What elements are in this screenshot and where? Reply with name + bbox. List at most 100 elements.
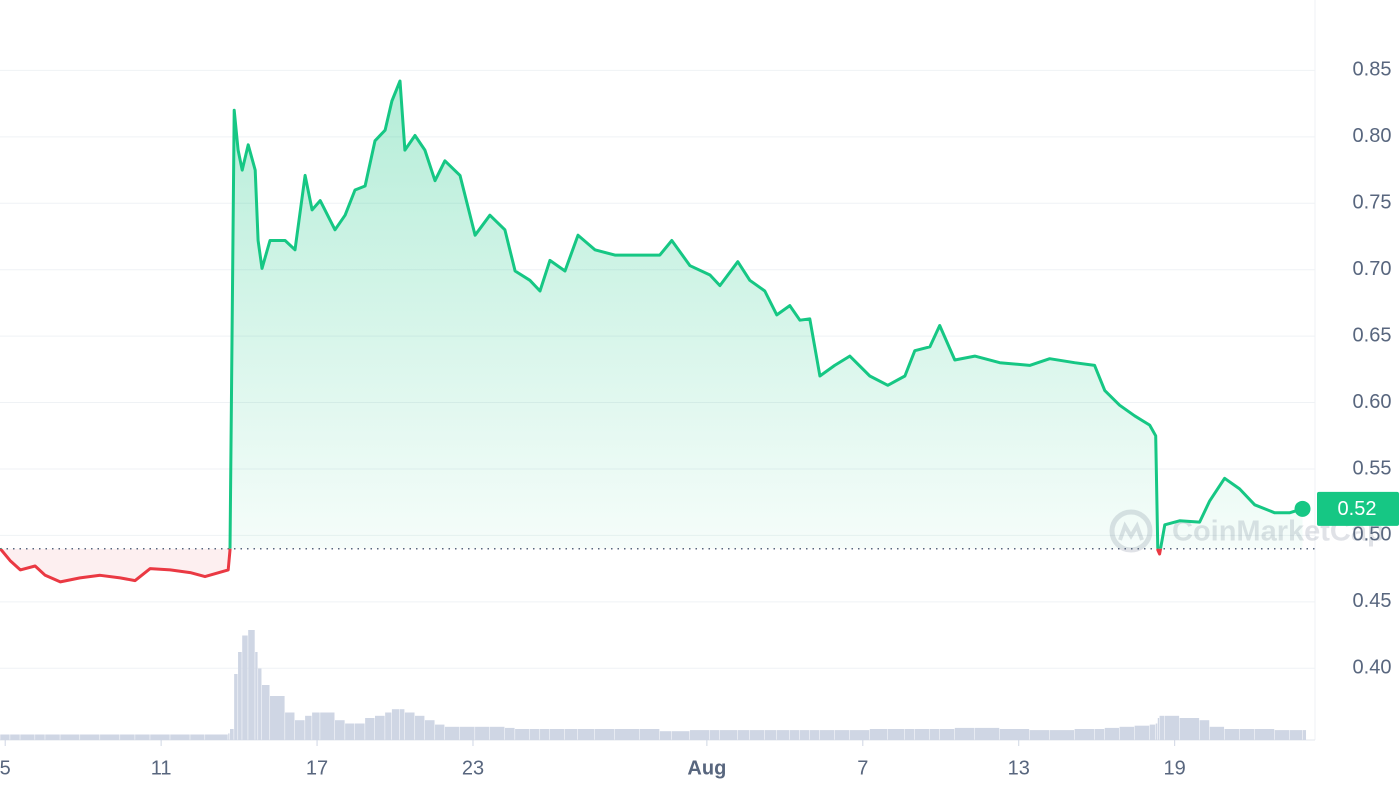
y-tick-label: 0.40 [1353, 657, 1392, 679]
volume-bar [1224, 729, 1240, 740]
volume-bar [228, 733, 230, 740]
volume-bar [869, 729, 888, 740]
volume-bar [404, 712, 415, 740]
volume-bar [594, 729, 615, 740]
volume-bar [261, 685, 270, 740]
volume-bar [834, 730, 850, 740]
volume-bar [749, 730, 765, 740]
volume-bar [929, 729, 940, 740]
current-price-label: 0.52 [1338, 498, 1377, 520]
volume-bar [294, 720, 305, 740]
volume-bar [887, 729, 905, 740]
volume-bar [737, 730, 750, 740]
volume-bar [459, 726, 475, 740]
volume-bar [954, 727, 975, 740]
y-tick-label: 0.65 [1353, 324, 1392, 346]
y-tick-label: 0.60 [1353, 391, 1392, 413]
volume-bar [475, 726, 490, 740]
volume-bar [1254, 729, 1275, 740]
volume-bar [776, 730, 790, 740]
volume-bar [1119, 726, 1135, 740]
volume-bar [489, 726, 505, 740]
volume-bar [1199, 720, 1210, 740]
volume-bar [238, 652, 242, 740]
volume-bar [1239, 729, 1255, 740]
volume-bar [849, 730, 870, 740]
volume-bar [135, 734, 150, 740]
volume-bar [190, 734, 205, 740]
volume-bar [354, 723, 365, 740]
volume-bar [258, 668, 262, 740]
x-tick-label: 13 [1008, 757, 1030, 779]
plot: 0.52 [0, 79, 1399, 584]
volume-bar [1289, 730, 1303, 740]
volume-bar [799, 730, 810, 740]
volume-bar [399, 709, 405, 740]
volume-bar [1149, 724, 1156, 740]
volume-bar [345, 723, 355, 740]
volume-bars [0, 630, 1307, 740]
volume-bar [1157, 718, 1160, 740]
volume-bar [1104, 727, 1120, 740]
y-tick-label: 0.80 [1353, 125, 1392, 147]
volume-bar [255, 652, 258, 740]
volume-bar [385, 712, 392, 740]
y-tick-label: 0.70 [1353, 258, 1392, 280]
volume-bar [789, 730, 800, 740]
x-tick-label: 17 [306, 757, 328, 779]
volume-bar [504, 727, 515, 740]
volume-bar [614, 729, 640, 740]
volume-bar [150, 734, 170, 740]
volume-bar [564, 729, 578, 740]
y-tick-label: 0.75 [1353, 192, 1392, 214]
volume-bar [540, 729, 550, 740]
volume-bar [365, 718, 375, 740]
volume-bar [764, 730, 777, 740]
volume-bar [914, 729, 930, 740]
volume-bar [80, 734, 100, 740]
volume-bar [205, 734, 228, 740]
x-tick-label: 5 [0, 757, 11, 779]
volume-bar [1302, 730, 1307, 740]
volume-bar [415, 715, 425, 740]
volume-bar [1274, 730, 1290, 740]
volume-bar [242, 635, 248, 740]
volume-bar [689, 730, 710, 740]
volume-bar [659, 731, 672, 740]
volume-bar [671, 731, 690, 740]
volume-bar [435, 724, 445, 740]
volume-bar [549, 729, 565, 740]
volume-bar [312, 712, 320, 740]
last-price-dot [1294, 500, 1311, 517]
volume-bar [229, 729, 234, 740]
volume-bar [1164, 715, 1180, 740]
y-tick-label: 0.45 [1353, 590, 1392, 612]
volume-bar [391, 709, 400, 740]
volume-bar [10, 734, 20, 740]
volume-bar [1209, 726, 1225, 740]
volume-bar [1094, 729, 1105, 740]
volume-bar [270, 696, 285, 740]
volume-bar [529, 729, 540, 740]
volume-bar [285, 712, 295, 740]
volume-bar [35, 734, 45, 740]
x-tick-label: Aug [687, 757, 726, 779]
volume-bar [577, 729, 595, 740]
volume-bar [1029, 730, 1050, 740]
volume-bar [100, 734, 120, 740]
x-tick-label: 23 [462, 757, 484, 779]
volume-bar [809, 730, 820, 740]
volume-bar [305, 715, 312, 740]
volume-bar [320, 712, 335, 740]
y-tick-label: 0.50 [1353, 524, 1392, 546]
volume-bar [0, 734, 10, 740]
volume-bar [999, 729, 1030, 740]
price-area-up [0, 81, 1303, 549]
volume-bar [234, 674, 238, 740]
volume-bar [639, 729, 660, 740]
volume-bar [1155, 723, 1158, 740]
volume-bar [1049, 730, 1075, 740]
volume-bar [819, 730, 835, 740]
volume-bar [1179, 718, 1200, 740]
volume-bar [334, 720, 345, 740]
